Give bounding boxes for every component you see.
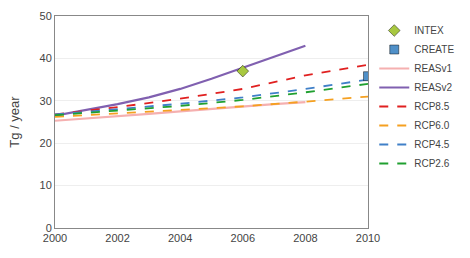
svg-text:CREATE: CREATE [414, 44, 454, 55]
svg-text:2008: 2008 [293, 232, 317, 244]
svg-text:RCP8.5: RCP8.5 [414, 101, 449, 112]
svg-text:RCP4.5: RCP4.5 [414, 139, 449, 150]
svg-text:REASv2: REASv2 [414, 82, 452, 93]
svg-text:20: 20 [40, 137, 52, 149]
svg-text:2010: 2010 [356, 232, 380, 244]
svg-text:50: 50 [40, 10, 52, 22]
svg-text:2006: 2006 [231, 232, 255, 244]
svg-text:2000: 2000 [43, 232, 67, 244]
svg-text:RCP2.6: RCP2.6 [414, 158, 449, 169]
svg-text:10: 10 [40, 179, 52, 191]
svg-text:40: 40 [40, 52, 52, 64]
svg-text:30: 30 [40, 95, 52, 107]
svg-text:2004: 2004 [168, 232, 192, 244]
svg-text:2002: 2002 [105, 232, 129, 244]
svg-text:Tg / year: Tg / year [7, 96, 22, 148]
svg-text:REASv1: REASv1 [414, 63, 452, 74]
svg-text:RCP6.0: RCP6.0 [414, 120, 449, 131]
svg-text:INTEX: INTEX [414, 25, 444, 36]
svg-text:0: 0 [46, 222, 52, 234]
